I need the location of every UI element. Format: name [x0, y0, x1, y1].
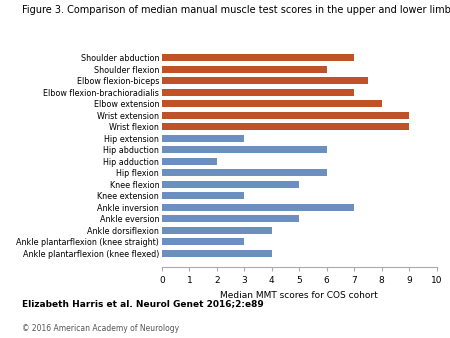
Bar [162, 66, 327, 73]
Bar [162, 238, 244, 245]
Bar [162, 112, 409, 119]
Bar [162, 169, 327, 176]
Bar [162, 146, 327, 153]
Bar [162, 89, 354, 96]
Bar [162, 250, 272, 257]
Bar [162, 77, 368, 84]
Text: Elizabeth Harris et al. Neurol Genet 2016;2:e89: Elizabeth Harris et al. Neurol Genet 201… [22, 299, 264, 308]
Text: Figure 3. Comparison of median manual muscle test scores in the upper and lower : Figure 3. Comparison of median manual mu… [22, 5, 450, 15]
Bar [162, 227, 272, 234]
Bar [162, 181, 299, 188]
Text: © 2016 American Academy of Neurology: © 2016 American Academy of Neurology [22, 324, 180, 334]
Bar [162, 204, 354, 211]
X-axis label: Median MMT scores for COS cohort: Median MMT scores for COS cohort [220, 291, 378, 299]
Bar [162, 135, 244, 142]
Bar [162, 158, 217, 165]
Bar [162, 100, 382, 107]
Bar [162, 215, 299, 222]
Bar [162, 192, 244, 199]
Bar [162, 54, 354, 61]
Bar [162, 123, 409, 130]
